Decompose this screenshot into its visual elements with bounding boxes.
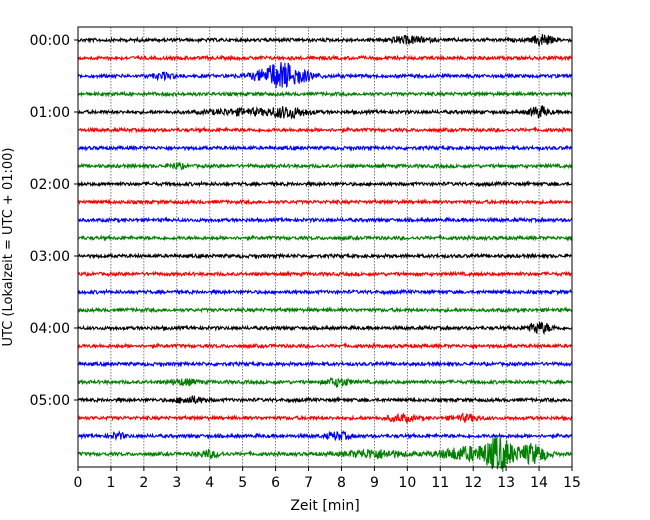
x-tick-label: 3 <box>172 475 181 491</box>
x-tick-label: 0 <box>74 475 83 491</box>
x-tick-label: 7 <box>304 475 313 491</box>
trace-line-0 <box>77 33 573 48</box>
trace-line-11 <box>77 234 573 242</box>
x-tick-label: 10 <box>398 475 416 491</box>
trace-line-2 <box>77 61 573 89</box>
x-tick-label: 15 <box>563 475 581 491</box>
x-tick-label: 4 <box>205 475 214 491</box>
y-tick-label: 02:00 <box>30 177 70 193</box>
x-axis-label: Zeit [min] <box>290 498 359 514</box>
trace-line-6 <box>77 144 573 152</box>
traces <box>77 33 573 472</box>
x-tick-label: 9 <box>370 475 379 491</box>
trace-line-4 <box>77 105 573 120</box>
trace-line-17 <box>77 342 573 350</box>
trace-line-18 <box>78 360 573 368</box>
trace-line-21 <box>77 412 573 424</box>
trace-line-19 <box>77 376 573 388</box>
y-tick-label: 04:00 <box>30 321 70 337</box>
x-tick-label: 1 <box>106 475 115 491</box>
x-tick-label: 13 <box>497 475 515 491</box>
y-axis-label: UTC (Lokalzeit = UTC + 01:00) <box>1 148 16 347</box>
trace-line-14 <box>77 288 573 296</box>
trace-line-23 <box>77 435 573 472</box>
trace-line-16 <box>77 321 573 336</box>
x-axis: 0 1 2 3 4 5 6 7 8 9 10 11 12 13 14 15 <box>74 467 581 491</box>
x-tick-label: 11 <box>431 475 449 491</box>
trace-line-8 <box>77 180 573 188</box>
x-tick-label: 2 <box>139 475 148 491</box>
trace-line-1 <box>77 54 573 62</box>
trace-line-3 <box>77 90 573 98</box>
trace-line-10 <box>77 216 573 224</box>
trace-line-12 <box>77 252 573 260</box>
trace-line-22 <box>77 429 573 442</box>
trace-line-20 <box>77 395 573 404</box>
x-tick-label: 14 <box>530 475 548 491</box>
y-tick-label: 01:00 <box>30 105 70 121</box>
trace-line-9 <box>77 198 573 206</box>
trace-line-13 <box>77 270 572 278</box>
grid <box>110 27 540 467</box>
trace-line-5 <box>77 125 573 134</box>
x-tick-label: 6 <box>271 475 280 491</box>
x-tick-label: 5 <box>238 475 247 491</box>
y-tick-label: 05:00 <box>30 393 70 409</box>
x-tick-label: 12 <box>464 475 482 491</box>
trace-line-15 <box>77 306 573 314</box>
y-tick-label: 03:00 <box>30 249 70 265</box>
y-tick-label: 00:00 <box>30 33 70 49</box>
x-tick-label: 8 <box>337 475 346 491</box>
trace-line-7 <box>77 161 573 171</box>
y-axis: 00:00 01:00 02:00 03:00 04:00 05:00 <box>30 33 78 409</box>
plot-frame <box>77 26 573 468</box>
